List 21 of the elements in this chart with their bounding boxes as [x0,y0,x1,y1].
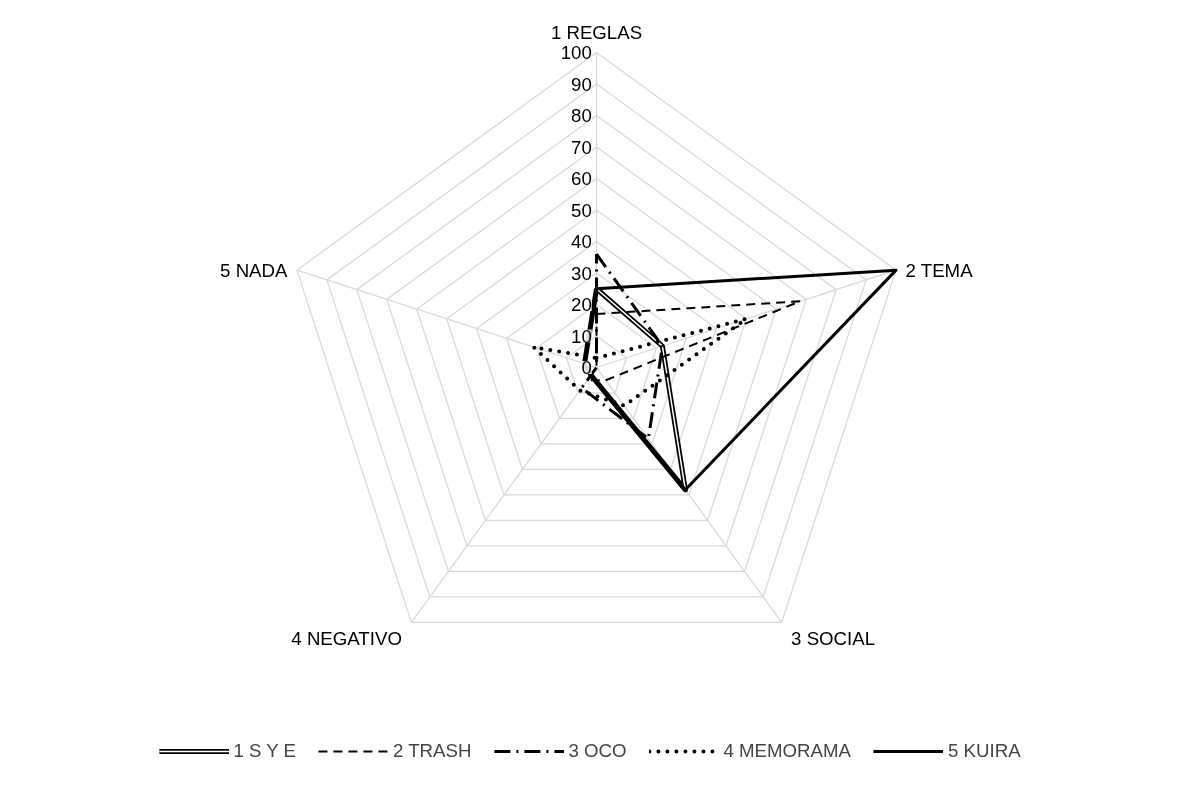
spoke-label: 2 TEMA [905,259,974,281]
y-tick-label: 0 [581,357,592,378]
spoke-label: 1 REGLAS [550,22,643,44]
spoke-label: 3 SOCIAL [791,627,876,649]
y-tick-label: 90 [571,73,592,95]
y-tick-label: 40 [571,231,592,252]
legend-label: 2 TRASH [393,740,472,762]
y-tick-label: 30 [571,262,592,284]
y-tick-label: 80 [571,105,592,126]
y-tick-label: 50 [571,199,592,221]
legend-label: 4 MEMORAMA [723,740,852,762]
spoke-label: 4 NEGATIVO [291,627,402,649]
legend-label: 3 OCO [568,740,627,762]
legend-label: 1 S Y E [233,740,296,762]
y-tick-label: 70 [571,136,592,158]
legend-label: 5 KUIRA [948,740,1021,762]
y-tick-label: 60 [571,168,592,189]
spoke-label: 5 NADA [220,259,289,281]
y-tick-label: 20 [571,294,592,315]
y-tick-label: 10 [571,325,592,347]
y-tick-label: 100 [560,42,592,63]
